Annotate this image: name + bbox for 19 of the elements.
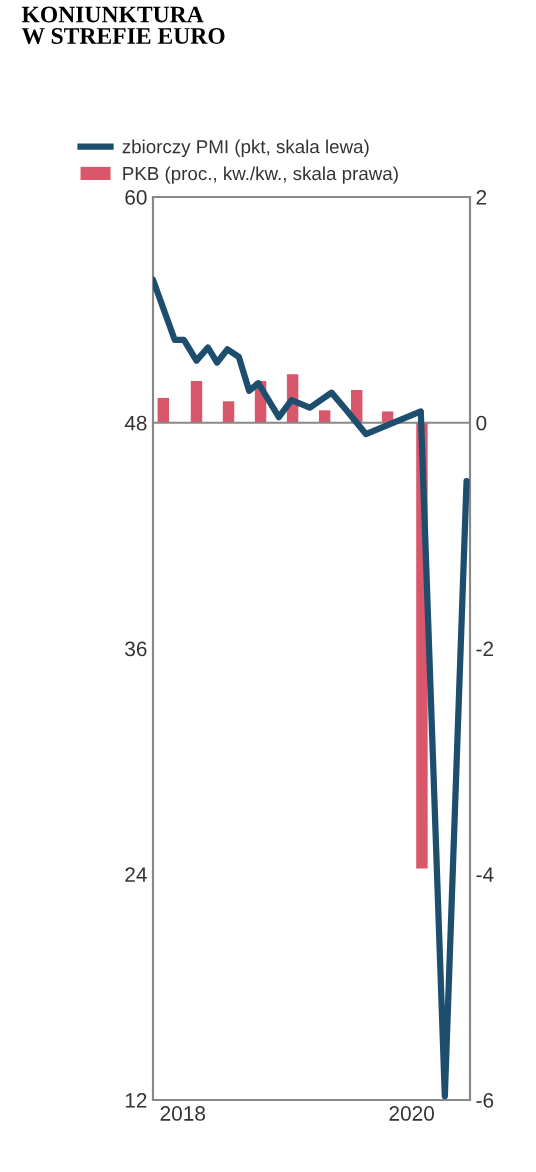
bar (318, 410, 331, 423)
y2-tick-label: -4 (476, 867, 494, 882)
y2-tick-label: 0 (476, 415, 487, 431)
y2-tick-label: 2 (476, 190, 487, 205)
y-tick-label: 24 (125, 867, 147, 882)
legend-label: PKB (proc., kw./kw., skala prawa) (123, 166, 398, 184)
y2-tick-label: -6 (476, 1093, 494, 1108)
bar (190, 380, 203, 423)
y-tick-label: 12 (125, 1093, 147, 1108)
x-tick-label: 2020 (389, 1106, 434, 1121)
y2-tick-label: -2 (476, 641, 494, 657)
bar (157, 397, 170, 423)
x-tick-label: 2018 (160, 1106, 206, 1121)
chart-title: KONIUNKTURA W STREFIE EURO (21, 6, 225, 45)
legend-label: zbiorczy PMI (pkt, skala lewa) (122, 139, 369, 158)
y-tick-label: 36 (125, 641, 147, 657)
y-tick-label: 60 (125, 190, 147, 205)
bar (222, 401, 235, 423)
y-tick-label: 48 (124, 415, 147, 431)
